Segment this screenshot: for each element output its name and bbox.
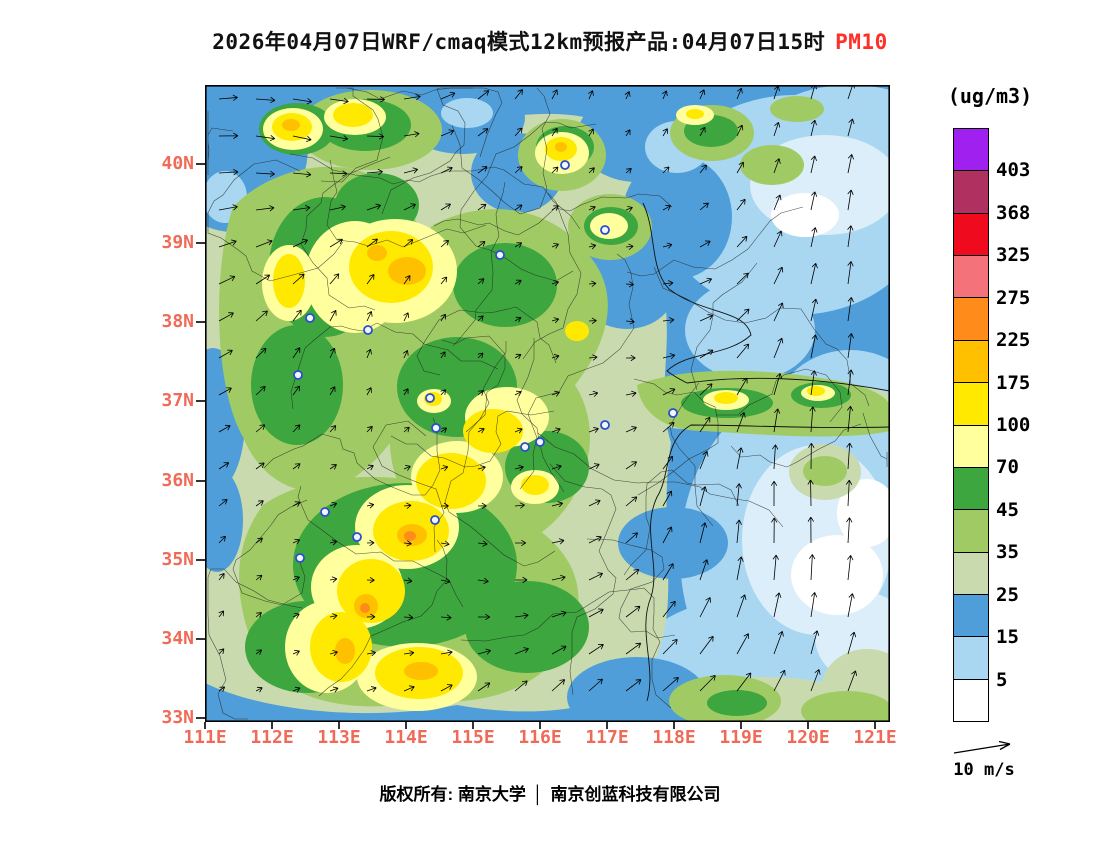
lon-tick xyxy=(807,722,809,729)
colorbar-tick-label: 25 xyxy=(996,584,1019,606)
copyright-separator: │ xyxy=(532,785,544,804)
lon-tick xyxy=(874,722,876,729)
lon-tick xyxy=(271,722,273,729)
colorbar-tick-label: 15 xyxy=(996,626,1019,648)
lon-label: 112E xyxy=(250,727,294,748)
lat-tick xyxy=(196,400,205,402)
lat-tick xyxy=(196,163,205,165)
lon-label: 120E xyxy=(786,727,830,748)
lat-tick xyxy=(196,242,205,244)
lat-tick xyxy=(196,559,205,561)
lon-label: 117E xyxy=(585,727,629,748)
lon-label: 114E xyxy=(384,727,428,748)
lon-tick xyxy=(606,722,608,729)
colorbar-cell-<5 xyxy=(953,678,989,723)
colorbar-tick-label: 45 xyxy=(996,499,1019,521)
lat-label: 38N xyxy=(161,311,194,332)
lon-label: 119E xyxy=(719,727,763,748)
lat-tick xyxy=(196,321,205,323)
colorbar-cell-15-25 xyxy=(953,593,989,638)
colorbar-tick-label: 70 xyxy=(996,456,1019,478)
colorbar-cell-5-15 xyxy=(953,636,989,680)
colorbar-tick-label: 175 xyxy=(996,372,1031,394)
colorbar-tick-label: 100 xyxy=(996,414,1031,436)
colorbar-cell-35-45 xyxy=(953,509,989,553)
title-main: 2026年04月07日WRF/cmaq模式12km预报产品:04月07日15时 xyxy=(212,30,826,54)
colorbar-tick-label: 5 xyxy=(996,669,1008,691)
lat-tick xyxy=(196,638,205,640)
lat-tick xyxy=(196,480,205,482)
wind-reference-arrow xyxy=(953,740,1011,754)
lon-tick xyxy=(472,722,474,729)
lat-label: 34N xyxy=(161,628,194,649)
lon-label: 121E xyxy=(853,727,897,748)
lon-tick xyxy=(740,722,742,729)
copyright-left: 版权所有: 南京大学 xyxy=(379,785,526,804)
lat-label: 36N xyxy=(161,470,194,491)
lat-tick xyxy=(196,717,205,719)
colorbar-cell->403 xyxy=(953,128,989,172)
colorbar-cell-275-325 xyxy=(953,255,989,299)
colorbar-cell-45-70 xyxy=(953,466,989,511)
pm10-forecast-map xyxy=(205,85,890,722)
lat-label: 35N xyxy=(161,549,194,570)
page-title: 2026年04月07日WRF/cmaq模式12km预报产品:04月07日15时 P… xyxy=(0,26,1100,56)
lon-tick xyxy=(539,722,541,729)
colorbar-cell-25-35 xyxy=(953,551,989,595)
copyright-right: 南京创蓝科技有限公司 xyxy=(550,785,721,804)
colorbar-cell-368-403 xyxy=(953,170,989,214)
lat-label: 37N xyxy=(161,390,194,411)
colorbar xyxy=(953,128,989,723)
colorbar-tick-label: 275 xyxy=(996,287,1031,309)
colorbar-tick-label: 368 xyxy=(996,202,1031,224)
lat-label: 39N xyxy=(161,232,194,253)
lon-label: 111E xyxy=(183,727,227,748)
colorbar-cell-70-100 xyxy=(953,424,989,468)
lon-label: 116E xyxy=(518,727,562,748)
copyright: 版权所有: 南京大学 │ 南京创蓝科技有限公司 xyxy=(0,780,1100,805)
lon-tick xyxy=(405,722,407,729)
colorbar-tick-label: 35 xyxy=(996,541,1019,563)
colorbar-cell-100-175 xyxy=(953,382,989,426)
lat-label: 40N xyxy=(161,153,194,174)
colorbar-tick-label: 325 xyxy=(996,244,1031,266)
lon-tick xyxy=(338,722,340,729)
lon-label: 113E xyxy=(317,727,361,748)
lon-label: 115E xyxy=(451,727,495,748)
colorbar-cell-325-368 xyxy=(953,212,989,257)
wind-reference-label: 10 m/s xyxy=(953,760,1015,780)
colorbar-tick-label: 225 xyxy=(996,329,1031,351)
lon-label: 118E xyxy=(652,727,696,748)
title-pollutant: PM10 xyxy=(835,30,888,54)
colorbar-cell-175-225 xyxy=(953,339,989,384)
lon-tick xyxy=(673,722,675,729)
lat-label: 33N xyxy=(161,707,194,728)
colorbar-unit-label: (ug/m3) xyxy=(947,84,1033,108)
lon-tick xyxy=(204,722,206,729)
colorbar-tick-label: 403 xyxy=(996,159,1031,181)
colorbar-cell-225-275 xyxy=(953,297,989,341)
